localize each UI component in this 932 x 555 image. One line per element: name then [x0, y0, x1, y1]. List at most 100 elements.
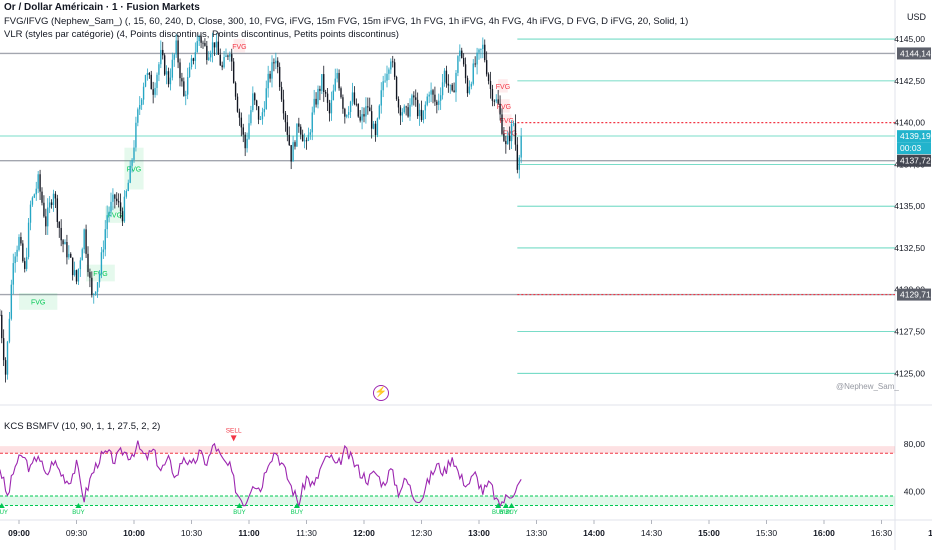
candle-body	[349, 101, 352, 113]
candle-body	[48, 202, 51, 208]
candle-body	[167, 71, 170, 85]
candle-body	[346, 114, 348, 117]
currency-label[interactable]: USD	[906, 12, 926, 22]
buy-signal-icon	[75, 503, 82, 508]
candle-body	[271, 62, 273, 79]
price-label-box	[897, 154, 931, 167]
oscillator-tick-label: 80,00	[904, 439, 926, 449]
candle-body	[229, 54, 231, 57]
candle-body	[14, 256, 16, 264]
candle-body	[265, 88, 267, 110]
buy-signal-label: BUY	[0, 510, 8, 516]
candle-body	[267, 73, 269, 89]
buy-signal-label: BUY	[291, 510, 303, 516]
candle-body	[144, 75, 147, 87]
candle-body	[280, 86, 283, 100]
candle-body	[520, 136, 522, 158]
candle-body	[152, 89, 154, 95]
candle-body	[338, 72, 340, 89]
candle-body	[2, 338, 5, 361]
candle-body	[449, 84, 451, 86]
candle-body	[401, 112, 404, 116]
candle-body	[497, 99, 499, 104]
candle-body	[453, 90, 455, 93]
candle-body	[217, 41, 220, 55]
candle-body	[263, 109, 266, 113]
candle-body	[495, 99, 497, 102]
buy-signal-icon	[495, 503, 502, 508]
symbol-title[interactable]: Or / Dollar Américain · 1 · Fusion Marke…	[4, 2, 200, 13]
candle-body	[188, 67, 191, 78]
time-tick-label: 10:30	[181, 528, 203, 538]
candle-body	[255, 100, 258, 107]
candle-body	[290, 145, 292, 162]
candle-body	[106, 215, 108, 230]
candle-body	[323, 74, 325, 92]
candle-body	[336, 72, 338, 79]
candle-body	[200, 36, 202, 43]
indicator-vlr-legend[interactable]: VLR (styles par catégorie) (4, Points di…	[4, 29, 399, 40]
fvg-label: FVG	[108, 213, 122, 220]
candle-body	[60, 227, 62, 241]
time-tick-label: 12:30	[411, 528, 433, 538]
candle-body	[409, 104, 411, 117]
candle-body	[254, 93, 256, 101]
candle-body	[512, 123, 515, 125]
candle-body	[347, 112, 350, 115]
candle-body	[487, 74, 490, 82]
candle-body	[388, 69, 390, 74]
price-label-box	[897, 288, 931, 301]
indicator-fvg-legend[interactable]: FVG/IFVG (Nephew_Sam_) (, 15, 60, 240, D…	[4, 16, 689, 27]
candle-body	[294, 142, 296, 147]
candle-body	[324, 91, 327, 94]
fvg-label: FVG	[232, 44, 246, 51]
candle-body	[351, 92, 354, 102]
candle-body	[129, 165, 131, 183]
candle-body	[22, 243, 24, 262]
candle-body	[215, 41, 218, 48]
lightning-icon[interactable]: ⚡	[373, 385, 389, 401]
price-tick-label: 4142,50	[894, 76, 925, 86]
candle-body	[71, 257, 74, 276]
time-tick-label: 15:30	[756, 528, 778, 538]
candle-body	[518, 157, 520, 170]
candle-body	[418, 109, 421, 117]
candle-body	[10, 284, 13, 319]
candle-body	[37, 174, 39, 189]
buy-signal-icon	[293, 503, 300, 508]
candle-body	[326, 93, 329, 103]
candle-body	[123, 196, 126, 222]
price-tick-label: 4145,00	[894, 34, 925, 44]
candle-body	[317, 88, 319, 105]
fvg-zone	[498, 99, 510, 113]
candle-body	[468, 86, 471, 94]
candle-body	[208, 57, 210, 60]
candle-body	[434, 94, 436, 102]
candle-body	[127, 182, 129, 191]
candle-body	[461, 50, 463, 59]
candle-body	[227, 55, 229, 57]
candle-body	[286, 122, 289, 135]
sell-signal-icon	[230, 435, 237, 442]
candle-body	[328, 102, 331, 114]
candle-body	[54, 193, 57, 199]
price-tick-label: 4127,50	[894, 327, 925, 337]
candle-body	[282, 99, 285, 114]
candle-body	[340, 88, 342, 98]
price-label-box	[897, 47, 931, 60]
candle-body	[397, 99, 400, 108]
candle-body	[29, 204, 32, 223]
candle-body	[261, 112, 264, 120]
fvg-label: FVG	[500, 118, 514, 125]
candle-body	[248, 123, 250, 139]
candle-body	[202, 42, 204, 44]
candle-body	[0, 314, 1, 316]
candle-body	[403, 106, 405, 113]
candle-body	[455, 72, 457, 93]
price-tick-label: 4140,00	[894, 118, 925, 128]
candle-body	[41, 191, 43, 203]
candle-body	[507, 135, 509, 145]
oscillator-legend[interactable]: KCS BSMFV (10, 90, 1, 1, 27.5, 2, 2)	[4, 421, 161, 432]
